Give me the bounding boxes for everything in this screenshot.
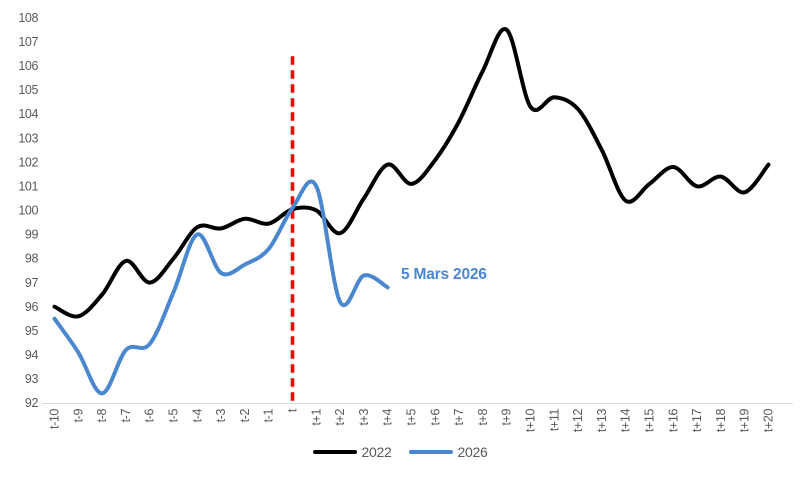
y-axis-tick-label: 101 [18,179,38,193]
y-axis-tick-label: 102 [18,155,38,169]
y-axis-tick-label: 97 [25,276,39,290]
x-axis-tick-label: t+12 [571,409,585,433]
x-axis-tick-label: t+2 [333,409,347,426]
series-2026-line [52,179,390,396]
x-axis-tick-label: t+14 [619,409,633,433]
x-axis-tick-label: t-10 [48,409,62,429]
x-axis-tick-label: t-4 [190,409,204,423]
legend-label-2026: 2026 [457,444,488,460]
y-axis-tick-label: 94 [25,348,39,362]
x-axis-tick-label: t-7 [119,409,133,423]
legend-label-2022: 2022 [361,444,392,460]
y-axis-tick-label: 107 [18,35,38,49]
y-axis-tick-label: 104 [18,107,38,121]
x-axis-tick-label: t+8 [476,409,490,426]
x-axis-tick-label: t+6 [428,409,442,426]
x-axis-tick-label: t-1 [262,409,276,423]
y-axis-tick-label: 105 [18,83,38,97]
y-axis-tick-label: 98 [25,252,39,266]
x-axis-tick-label: t+5 [405,409,419,426]
legend-item-2026: 2026 [408,444,488,460]
x-axis-tick-label: t-6 [143,409,157,423]
x-axis-tick-label: t+20 [762,409,776,433]
x-axis-tick-label: t+10 [524,409,538,433]
legend: 2022 2026 [0,441,800,463]
x-axis-tick-label: t+9 [500,409,514,426]
y-axis-tick-label: 106 [18,59,38,73]
x-axis-tick-label: t+13 [595,409,609,433]
x-axis-tick-label: t+7 [452,409,466,426]
y-axis-tick-label: 108 [18,11,38,25]
x-axis-tick-label: t+11 [547,409,561,432]
x-axis-tick-label: t-3 [214,409,228,423]
series-2022-line [52,27,771,319]
x-axis-tick-label: t+18 [714,409,728,433]
x-axis-tick-label: t+3 [357,409,371,426]
legend-item-2022: 2022 [312,444,392,460]
x-axis-tick-label: t+16 [666,409,680,433]
forecast-date-annotation: 5 Mars 2026 [401,266,487,283]
y-axis-tick-label: 92 [25,396,39,410]
x-axis-tick-label: t-2 [238,409,252,423]
y-axis-tick-label: 103 [18,131,38,145]
x-axis-tick-label: t-5 [167,409,181,423]
x-axis-tick-label: t+15 [643,409,657,433]
x-axis-tick-label: t+17 [690,409,704,433]
x-axis-tick-label: t-9 [71,409,85,423]
y-axis-tick-label: 93 [25,372,39,386]
x-axis-tick-label: t+4 [381,409,395,426]
x-axis-tick-label: t-8 [95,409,109,423]
y-axis-tick-label: 96 [25,300,39,314]
x-axis-tick-label: t+19 [738,409,752,433]
y-axis-tick-label: 95 [25,324,39,338]
x-axis-tick-label: t [286,408,300,412]
y-axis-tick-label: 100 [18,204,38,218]
y-axis-tick-label: 99 [25,228,39,242]
legend-swatch-2022 [312,450,357,454]
legend-swatch-2026 [408,450,453,454]
x-axis-tick-label: t+1 [309,409,323,426]
